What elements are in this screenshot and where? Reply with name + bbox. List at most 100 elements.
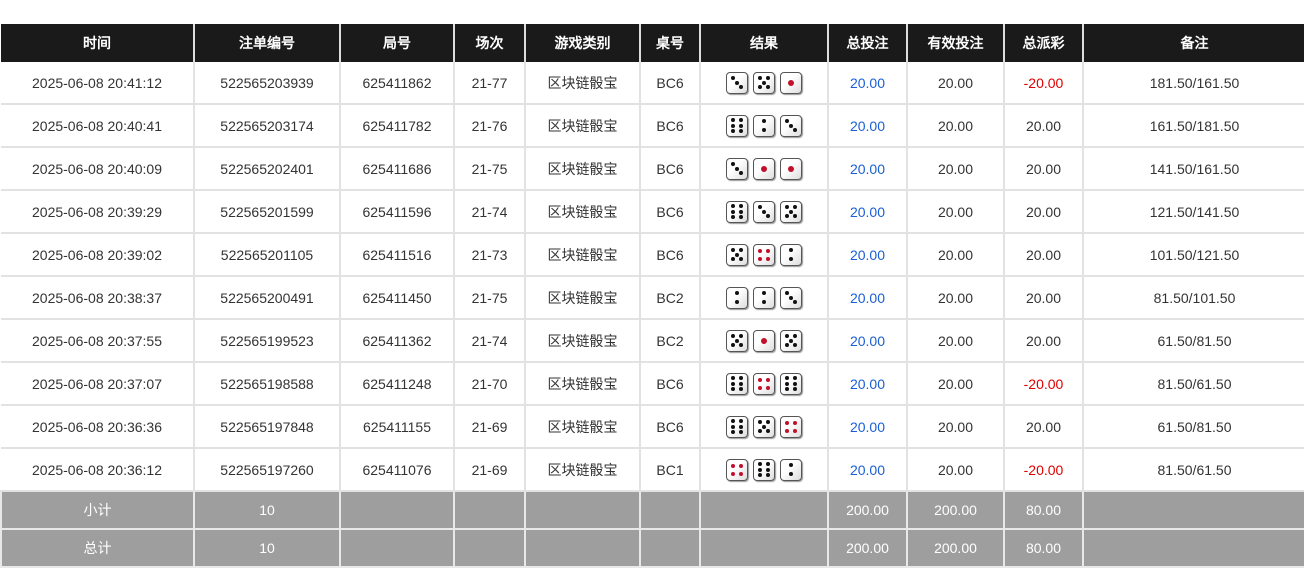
dice-3-icon (726, 71, 748, 94)
table-row[interactable]: 2025-06-08 20:37:07 522565198588 625411248… (1, 362, 1304, 406)
dice-result (726, 286, 802, 309)
payout-cell: -20.00 (1003, 448, 1083, 492)
payout-cell: 20.00 (1003, 276, 1083, 320)
column-header: 局号 (339, 24, 454, 62)
session-cell: 21-70 (453, 362, 525, 406)
valid-bet-cell: 20.00 (906, 147, 1004, 191)
table-cell: BC6 (639, 233, 700, 277)
round-cell: 625411596 (339, 190, 454, 234)
game-cell: 区块链骰宝 (524, 104, 640, 148)
total-row: 总计 10 200.00 200.00 80.00 (0, 529, 1304, 568)
dice-2-icon (780, 243, 802, 266)
payout-cell: 20.00 (1003, 319, 1083, 363)
valid-bet-cell: 20.00 (906, 319, 1004, 363)
game-cell: 区块链骰宝 (524, 276, 640, 320)
payout-cell: 20.00 (1003, 147, 1083, 191)
table-cell: BC6 (639, 405, 700, 449)
table-row[interactable]: 2025-06-08 20:39:02 522565201105 625411516… (1, 233, 1304, 277)
table-row[interactable]: 2025-06-08 20:40:09 522565202401 625411686… (1, 147, 1304, 191)
total-total-bet: 200.00 (827, 529, 907, 568)
game-cell: 区块链骰宝 (524, 147, 640, 191)
payout-cell: 20.00 (1003, 405, 1083, 449)
note-cell: 161.50/181.50 (1082, 104, 1304, 148)
dice-result (726, 71, 802, 94)
bet-records-table: 时间 注单编号 局号 场次 游戏类别 桌号 结果 总投注 有效投注 总派彩 备注 2025-06-0… (0, 24, 1304, 568)
session-cell: 21-69 (453, 448, 525, 492)
result-cell (699, 62, 828, 105)
table-row[interactable]: 2025-06-08 20:36:12 522565197260 625411076… (1, 448, 1304, 492)
round-cell: 625411516 (339, 233, 454, 277)
table-cell: BC1 (639, 448, 700, 492)
column-header: 游戏类别 (524, 24, 640, 62)
empty-cell (453, 491, 525, 530)
table-row[interactable]: 2025-06-08 20:38:37 522565200491 625411450… (1, 276, 1304, 320)
bet-id-cell: 522565201599 (193, 190, 340, 234)
dice-3-icon (753, 200, 775, 223)
dice-4-icon (780, 415, 802, 438)
dice-result (726, 200, 802, 223)
column-header: 场次 (453, 24, 525, 62)
bet-id-cell: 522565203174 (193, 104, 340, 148)
table-cell: BC6 (639, 62, 700, 105)
dice-2-icon (753, 114, 775, 137)
result-cell (699, 190, 828, 234)
game-cell: 区块链骰宝 (524, 448, 640, 492)
dice-result (726, 329, 802, 352)
note-cell: 61.50/81.50 (1082, 319, 1304, 363)
total-label: 总计 (0, 529, 194, 568)
empty-cell (453, 529, 525, 568)
result-cell (699, 276, 828, 320)
column-header: 桌号 (639, 24, 700, 62)
dice-5-icon (780, 200, 802, 223)
total-payout: 80.00 (1003, 529, 1083, 568)
bet-id-cell: 522565202401 (193, 147, 340, 191)
total-bet-cell: 20.00 (827, 62, 907, 105)
table-header: 时间 注单编号 局号 场次 游戏类别 桌号 结果 总投注 有效投注 总派彩 备注 (1, 24, 1304, 62)
session-cell: 21-69 (453, 405, 525, 449)
table-row[interactable]: 2025-06-08 20:37:55 522565199523 625411362… (1, 319, 1304, 363)
bet-id-cell: 522565198588 (193, 362, 340, 406)
total-bet-cell: 20.00 (827, 276, 907, 320)
table-cell: BC6 (639, 190, 700, 234)
dice-6-icon (753, 458, 775, 481)
table-cell: BC6 (639, 362, 700, 406)
time-cell: 2025-06-08 20:36:36 (1, 405, 194, 449)
table-cell: BC6 (639, 104, 700, 148)
payout-cell: 20.00 (1003, 104, 1083, 148)
dice-result (726, 114, 802, 137)
dice-4-icon (753, 243, 775, 266)
table-cell: BC6 (639, 147, 700, 191)
round-cell: 625411782 (339, 104, 454, 148)
valid-bet-cell: 20.00 (906, 62, 1004, 105)
total-bet-cell: 20.00 (827, 319, 907, 363)
empty-cell (339, 529, 454, 568)
session-cell: 21-75 (453, 147, 525, 191)
payout-cell: -20.00 (1003, 362, 1083, 406)
dice-6-icon (726, 114, 748, 137)
dice-4-icon (726, 458, 748, 481)
result-cell (699, 405, 828, 449)
bet-id-cell: 522565203939 (193, 62, 340, 105)
dice-5-icon (780, 329, 802, 352)
table-row[interactable]: 2025-06-08 20:39:29 522565201599 625411596… (1, 190, 1304, 234)
column-header: 总派彩 (1003, 24, 1083, 62)
round-cell: 625411155 (339, 405, 454, 449)
column-header: 注单编号 (193, 24, 340, 62)
time-cell: 2025-06-08 20:40:41 (1, 104, 194, 148)
game-cell: 区块链骰宝 (524, 405, 640, 449)
empty-cell (1082, 529, 1304, 568)
valid-bet-cell: 20.00 (906, 190, 1004, 234)
dice-3-icon (780, 114, 802, 137)
table-row[interactable]: 2025-06-08 20:40:41 522565203174 625411782… (1, 104, 1304, 148)
dice-5-icon (753, 415, 775, 438)
note-cell: 141.50/161.50 (1082, 147, 1304, 191)
empty-cell (699, 529, 828, 568)
table-row[interactable]: 2025-06-08 20:41:12 522565203939 625411862… (1, 62, 1304, 105)
subtotal-valid-bet: 200.00 (906, 491, 1004, 530)
dice-6-icon (780, 372, 802, 395)
table-row[interactable]: 2025-06-08 20:36:36 522565197848 625411155… (1, 405, 1304, 449)
column-header: 时间 (1, 24, 194, 62)
total-bet-cell: 20.00 (827, 190, 907, 234)
time-cell: 2025-06-08 20:40:09 (1, 147, 194, 191)
note-cell: 61.50/81.50 (1082, 405, 1304, 449)
